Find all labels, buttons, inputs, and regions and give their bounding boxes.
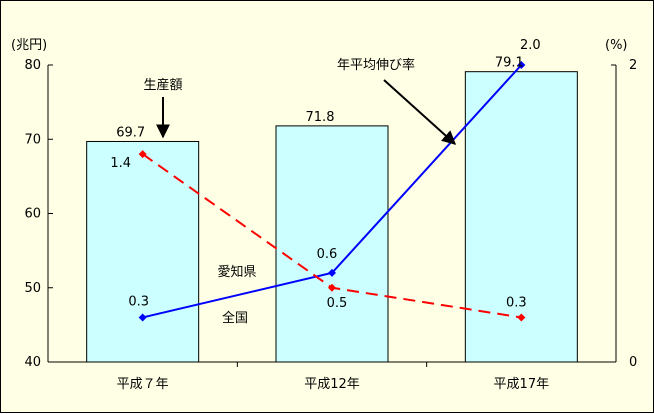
line-callout-label: 年平均伸び率 (337, 57, 415, 73)
bar-0 (86, 140, 200, 363)
y-left-tick-label-1: 50 (24, 281, 41, 296)
line-value-label-0-0: 0.3 (128, 294, 149, 309)
y-right-tick-label-1: 2 (629, 58, 637, 73)
line-point-1-1 (328, 283, 336, 292)
y-right-tick-label-0: 0 (629, 355, 637, 370)
line-value-label-0-1: 0.6 (317, 247, 338, 262)
y-left-tick-label-4: 80 (24, 58, 41, 73)
bar-value-label-0: 69.7 (116, 125, 145, 140)
x-tick-label-1: 平成12年 (304, 377, 360, 392)
y-right-unit: (%) (605, 38, 628, 53)
line-callout-arrow (383, 79, 457, 145)
y-left-tick-label-3: 70 (24, 132, 41, 147)
line-point-1-2 (517, 313, 526, 322)
y-left-tick-label-2: 60 (24, 207, 41, 222)
bar-1 (275, 125, 389, 363)
x-tick-label-2: 平成17年 (494, 377, 550, 392)
series-label-zenkoku: 全国 (222, 310, 248, 326)
bar-callout-label: 生産額 (143, 77, 182, 93)
bar-value-label-1: 71.8 (306, 110, 335, 125)
series-label-aichi: 愛知県 (217, 264, 256, 280)
y-left-unit: (兆円) (11, 38, 47, 53)
x-tick-label-0: 平成７年 (117, 377, 169, 392)
line-point-0-1 (328, 268, 336, 277)
line-value-label-1-1: 0.5 (327, 296, 348, 311)
line-point-0-2 (517, 61, 526, 69)
line-value-label-1-0: 1.4 (110, 156, 131, 171)
line-point-1-0 (138, 150, 147, 159)
line-value-label-0-2: 2.0 (520, 38, 541, 53)
line-point-0-0 (138, 313, 147, 322)
line-value-label-1-2: 0.3 (506, 295, 527, 310)
bar-value-label-2: 79.1 (495, 56, 524, 71)
y-left-tick-label-0: 40 (24, 355, 41, 370)
